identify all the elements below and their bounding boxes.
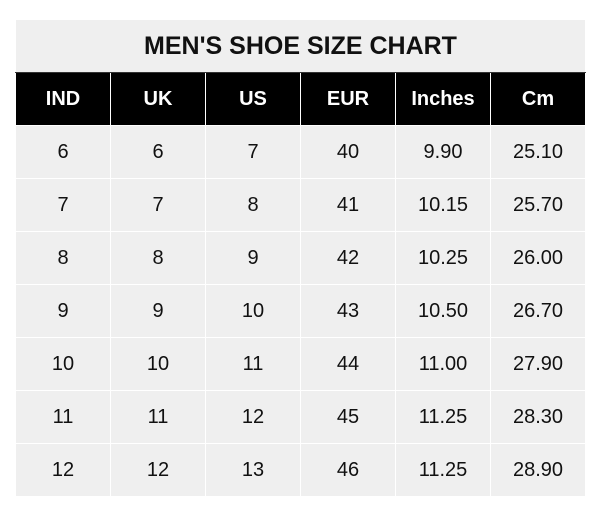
cell-uk: 8: [110, 231, 206, 285]
cell-eur: 45: [300, 390, 396, 444]
cell-ind: 9: [15, 284, 111, 338]
cell-uk: 6: [110, 125, 206, 179]
cell-uk: 9: [110, 284, 206, 338]
table-row: 10 10 11 44 11.00 27.90: [15, 337, 586, 391]
cell-us: 9: [205, 231, 301, 285]
cell-eur: 46: [300, 443, 396, 497]
cell-cm: 28.30: [490, 390, 586, 444]
cell-cm: 25.10: [490, 125, 586, 179]
cell-ind: 10: [15, 337, 111, 391]
table-row: 12 12 13 46 11.25 28.90: [15, 443, 586, 497]
header-row: IND UK US EUR Inches Cm: [15, 72, 586, 126]
cell-uk: 11: [110, 390, 206, 444]
table-row: 6 6 7 40 9.90 25.10: [15, 125, 586, 179]
cell-cm: 28.90: [490, 443, 586, 497]
cell-ind: 12: [15, 443, 111, 497]
cell-us: 8: [205, 178, 301, 232]
cell-ind: 11: [15, 390, 111, 444]
cell-uk: 10: [110, 337, 206, 391]
table-row: 11 11 12 45 11.25 28.30: [15, 390, 586, 444]
cell-cm: 25.70: [490, 178, 586, 232]
cell-eur: 41: [300, 178, 396, 232]
cell-inches: 10.25: [395, 231, 491, 285]
table-row: 9 9 10 43 10.50 26.70: [15, 284, 586, 338]
cell-us: 12: [205, 390, 301, 444]
column-header-ind: IND: [15, 72, 111, 126]
cell-inches: 11.25: [395, 390, 491, 444]
cell-us: 7: [205, 125, 301, 179]
column-header-us: US: [205, 72, 301, 126]
cell-inches: 9.90: [395, 125, 491, 179]
cell-us: 13: [205, 443, 301, 497]
cell-inches: 11.00: [395, 337, 491, 391]
cell-eur: 43: [300, 284, 396, 338]
cell-inches: 11.25: [395, 443, 491, 497]
cell-us: 10: [205, 284, 301, 338]
cell-cm: 26.70: [490, 284, 586, 338]
cell-inches: 10.15: [395, 178, 491, 232]
column-header-cm: Cm: [490, 72, 586, 126]
column-header-inches: Inches: [395, 72, 491, 126]
table-title: MEN'S SHOE SIZE CHART: [15, 19, 586, 73]
cell-inches: 10.50: [395, 284, 491, 338]
table-row: 7 7 8 41 10.15 25.70: [15, 178, 586, 232]
cell-us: 11: [205, 337, 301, 391]
cell-eur: 42: [300, 231, 396, 285]
cell-eur: 40: [300, 125, 396, 179]
cell-ind: 6: [15, 125, 111, 179]
cell-uk: 12: [110, 443, 206, 497]
cell-ind: 8: [15, 231, 111, 285]
column-header-uk: UK: [110, 72, 206, 126]
cell-cm: 27.90: [490, 337, 586, 391]
shoe-size-table: MEN'S SHOE SIZE CHART IND UK US EUR Inches Cm…: [15, 19, 586, 497]
cell-ind: 7: [15, 178, 111, 232]
cell-cm: 26.00: [490, 231, 586, 285]
table-row: 8 8 9 42 10.25 26.00: [15, 231, 586, 285]
cell-uk: 7: [110, 178, 206, 232]
column-header-eur: EUR: [300, 72, 396, 126]
cell-eur: 44: [300, 337, 396, 391]
